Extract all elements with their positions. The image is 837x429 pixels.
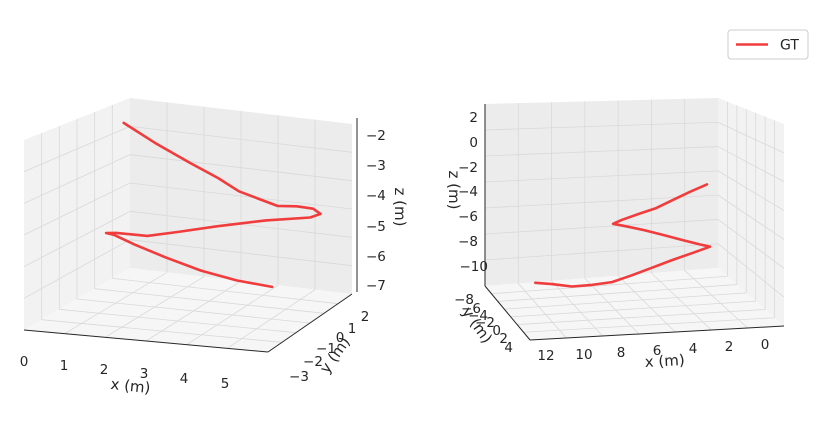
- left-z-axis-label: z (m): [391, 188, 409, 227]
- left-y-tick-label: −3: [289, 369, 309, 385]
- left-x-tick-label: 1: [60, 358, 69, 374]
- right-trajectory-line: [533, 183, 712, 288]
- grid-line: [551, 280, 603, 337]
- grid-line: [523, 317, 775, 333]
- grid-line: [484, 121, 719, 131]
- left-x-tick-label: 5: [221, 376, 230, 392]
- right-x-tick-label: 8: [617, 345, 626, 361]
- left-y-axis-line: [267, 293, 353, 353]
- grid-line: [617, 275, 676, 333]
- right-x-tick-label: 12: [537, 348, 554, 364]
- right-back-pane: [485, 98, 718, 286]
- grid-line: [129, 239, 353, 267]
- grid-line: [484, 146, 719, 157]
- grid-line: [504, 292, 747, 310]
- left-z-tick-label: −2: [366, 128, 386, 144]
- right-y-tick-label: 4: [504, 340, 513, 356]
- right-x-tick-label: 6: [653, 343, 662, 359]
- right-3d-axes: 12 10 8 6 4 2 0 x (m) −8 −6 −4 −2 0 2 4 …: [445, 98, 785, 371]
- left-x-tick-label: 2: [100, 362, 109, 378]
- grid-line: [717, 243, 785, 298]
- left-y-tick-label: −1: [316, 341, 336, 357]
- grid-line: [112, 277, 339, 305]
- grid-line: [717, 121, 785, 154]
- right-x-ticks: 12 10 8 6 4 2 0: [537, 337, 769, 364]
- left-x-ticks: 0 1 2 3 4 5: [20, 354, 230, 392]
- right-x-axis-label: x (m): [644, 351, 685, 371]
- left-z-tick-label: −6: [366, 249, 386, 265]
- left-floor-pane: [24, 268, 352, 352]
- grid-line: [717, 194, 785, 240]
- right-z-axis-label: z (m): [445, 171, 463, 210]
- grid-line: [484, 243, 719, 261]
- left-z-tick-label: −7: [366, 278, 386, 294]
- left-y-tick-label: 0: [336, 330, 345, 346]
- right-y-ticks: −8 −6 −4 −2 0 2 4: [454, 292, 513, 356]
- left-z-tick-label: −4: [366, 188, 386, 204]
- right-y-axis-line: [484, 285, 531, 341]
- grid-line: [584, 278, 640, 335]
- left-y-tick-label: 2: [361, 309, 370, 325]
- left-z-tick-label: −3: [366, 158, 386, 174]
- left-y-ticks: −3 −2 −1 0 1 2: [289, 309, 369, 385]
- grid-line: [484, 170, 719, 183]
- left-x-axis-line: [23, 329, 269, 353]
- left-x-tick-label: 4: [180, 371, 189, 387]
- right-y-tick-label: 2: [499, 331, 508, 347]
- right-y-tick-label: −8: [454, 292, 474, 308]
- right-y-tick-label: −2: [475, 315, 495, 331]
- right-z-tick-label: 2: [469, 110, 478, 126]
- right-grid: [484, 98, 785, 339]
- right-y-tick-label: −4: [468, 308, 488, 324]
- right-x-tick-label: 2: [725, 339, 734, 355]
- grid-line: [717, 219, 785, 269]
- right-z-tick-label: −6: [458, 209, 478, 225]
- grid-line: [484, 219, 719, 235]
- legend: GT: [727, 29, 809, 60]
- legend-label-gt: GT: [780, 38, 799, 54]
- grid-line: [23, 239, 131, 299]
- right-y-tick-label: 0: [492, 323, 501, 339]
- grid-line: [491, 275, 728, 295]
- left-y-tick-label: 1: [348, 321, 357, 337]
- left-x-tick-label: 0: [20, 354, 29, 370]
- left-z-ticks: −2 −3 −4 −5 −6 −7: [366, 128, 386, 294]
- left-3d-axes: 0 1 2 3 4 5 x (m) −3 −2 −1 0 1 2 y (m) −…: [20, 98, 409, 397]
- grid-line: [717, 170, 785, 211]
- right-z-ticks: 2 0 −2 −4 −6 −8 −10: [458, 110, 488, 275]
- right-x-tick-label: 0: [761, 337, 770, 353]
- grid-line: [510, 300, 756, 318]
- grid-line: [497, 284, 737, 302]
- left-x-axis-label: x (m): [110, 375, 152, 397]
- left-z-tick-label: −5: [366, 219, 386, 235]
- right-z-tick-label: −2: [458, 160, 478, 176]
- right-z-tick-label: −10: [460, 259, 489, 275]
- right-x-axis-line: [529, 325, 785, 341]
- left-trajectory-line: [104, 121, 322, 289]
- grid-line: [517, 309, 766, 325]
- grid-line: [651, 272, 712, 331]
- grid-line: [717, 146, 785, 183]
- grid-line: [684, 270, 748, 329]
- right-z-tick-label: 0: [469, 135, 478, 151]
- grid-line: [517, 283, 567, 339]
- right-z-tick-label: −4: [458, 184, 478, 200]
- right-y-tick-label: −6: [461, 301, 481, 317]
- left-y-tick-label: −2: [303, 354, 323, 370]
- right-z-tick-label: −8: [458, 234, 478, 250]
- right-x-tick-label: 10: [575, 347, 592, 363]
- right-x-tick-label: 4: [689, 341, 698, 357]
- left-x-tick-label: 3: [140, 366, 149, 382]
